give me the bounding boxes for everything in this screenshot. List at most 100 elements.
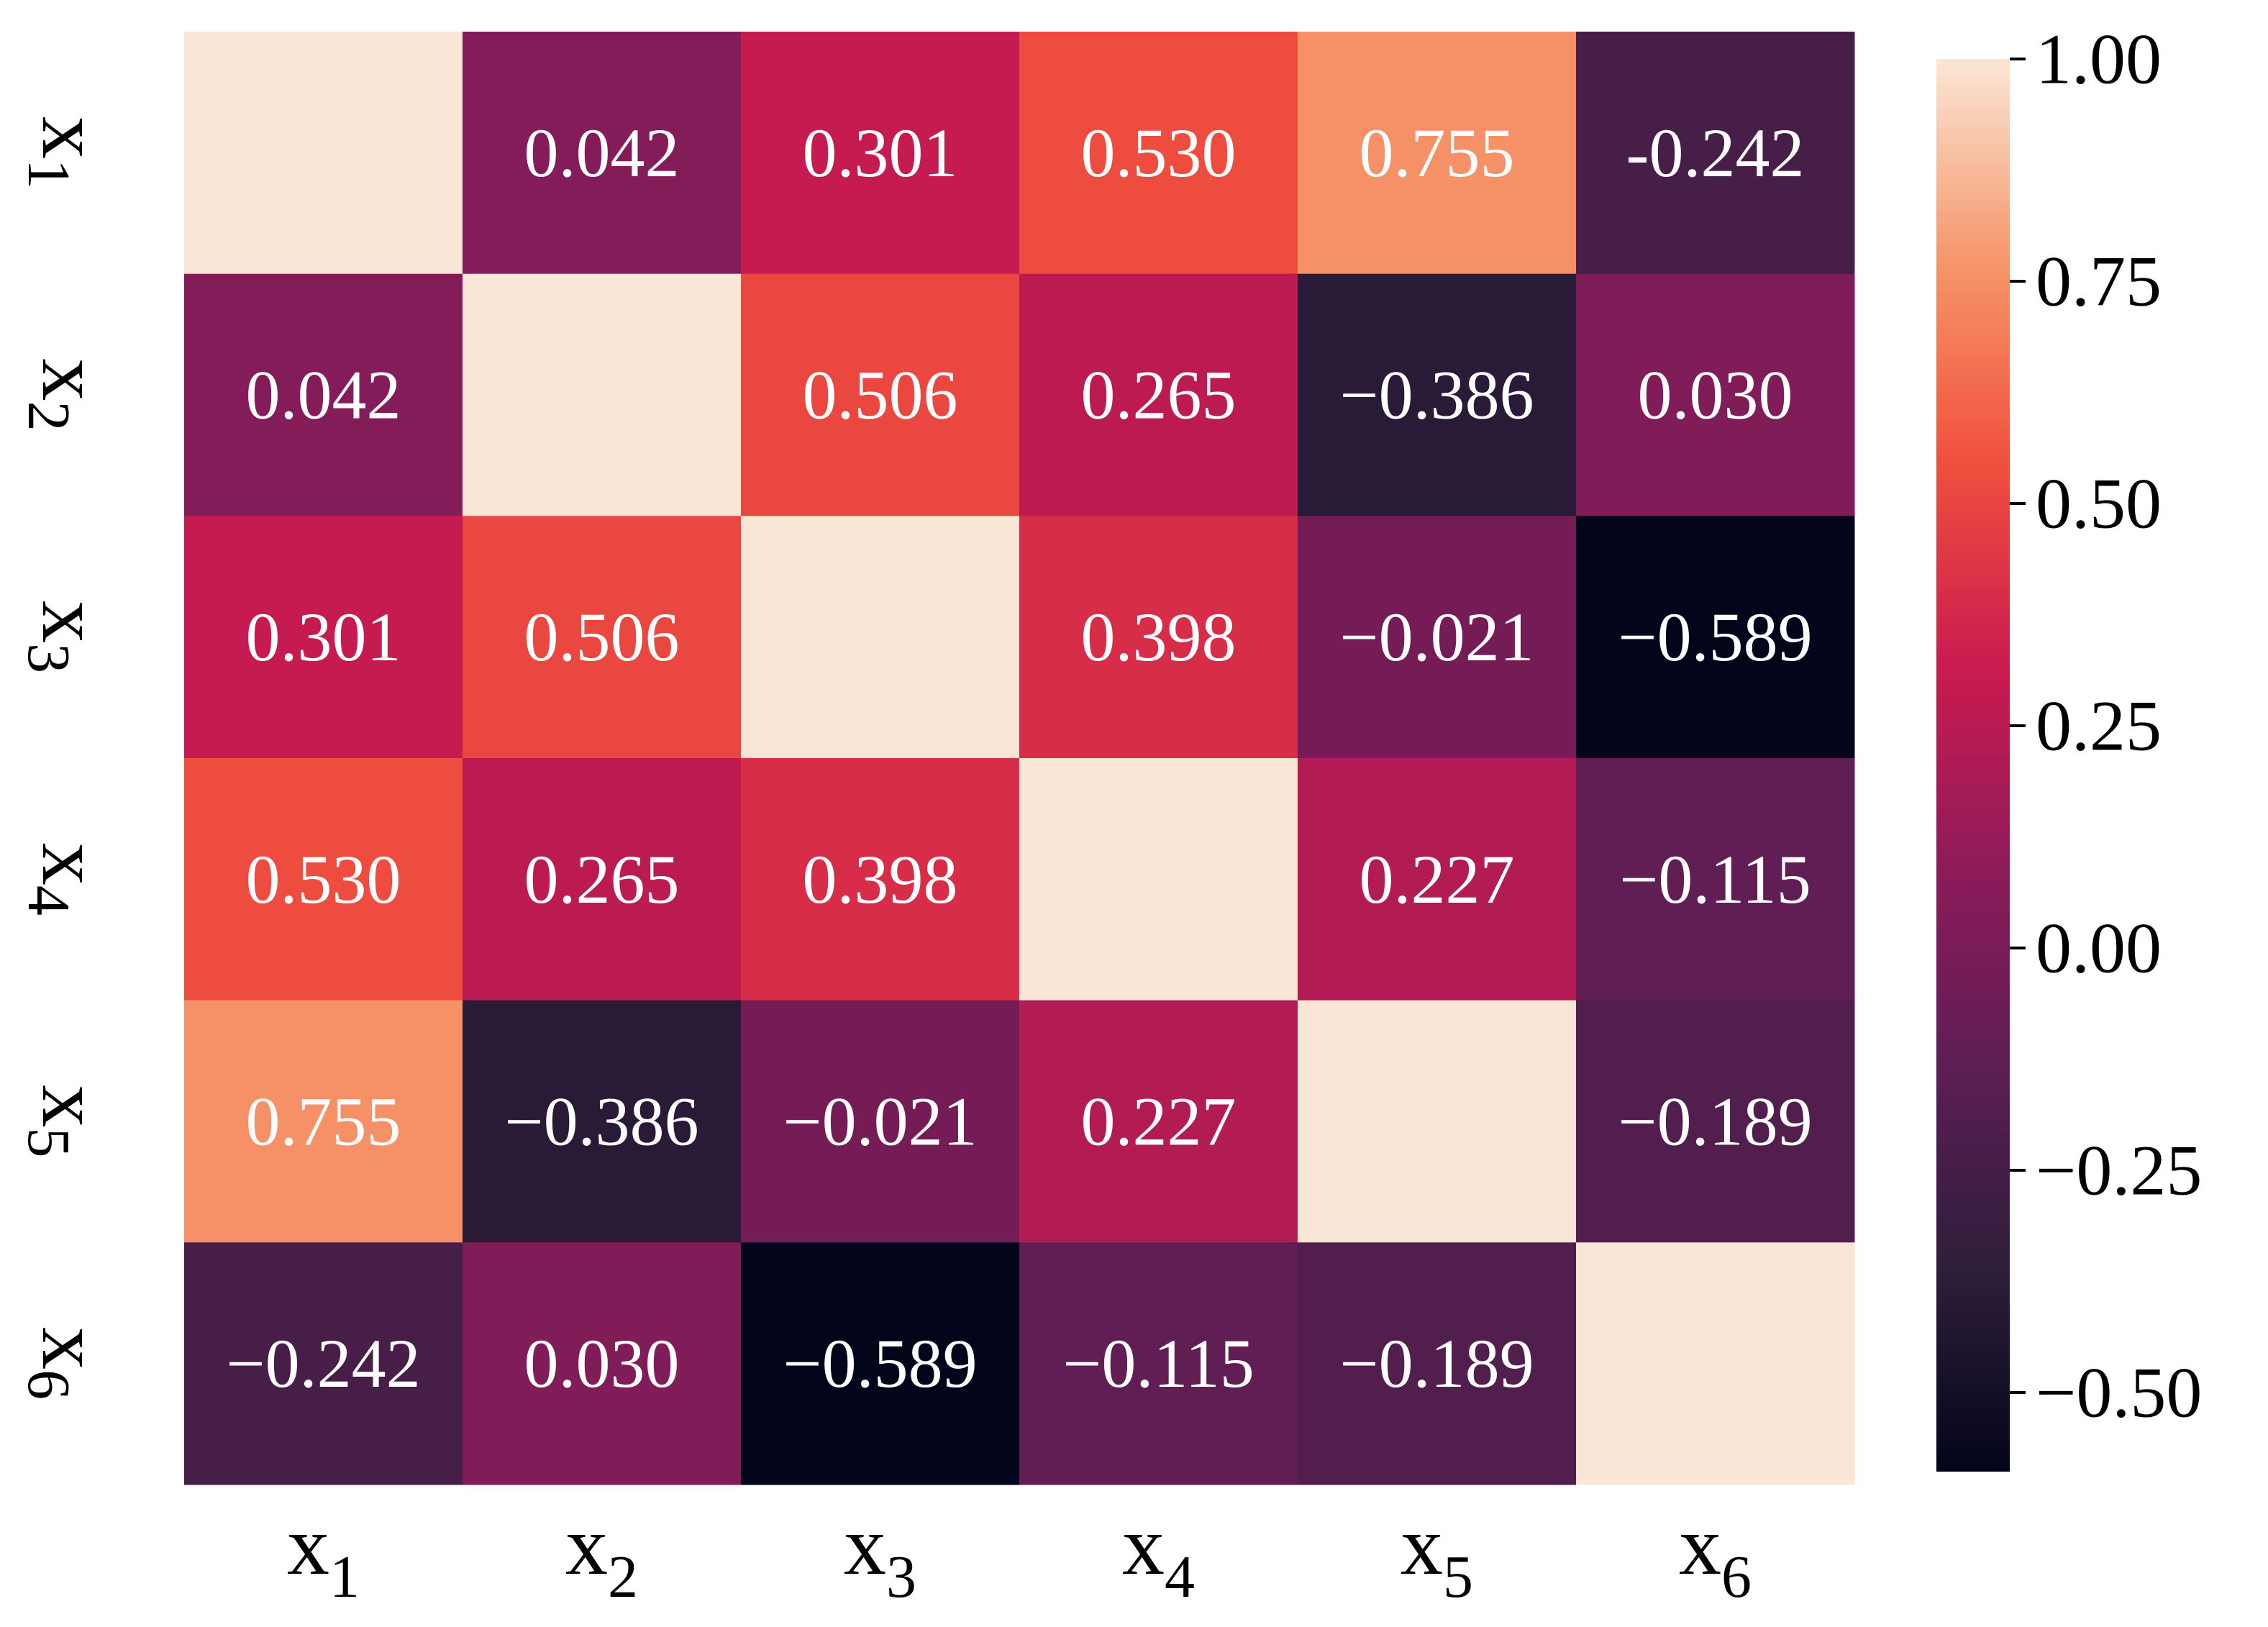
heatmap-cell-r3-c1	[184, 516, 463, 759]
cell-value-label: 0.265	[524, 841, 680, 918]
x-tick-label: x1	[287, 1498, 360, 1610]
heatmap-cell-r1-c2	[463, 32, 742, 275]
cell-value-label: −0.021	[783, 1083, 977, 1160]
x-axis-tick-labels: x1 x2 x3 x4 x5 x6	[287, 1498, 1752, 1610]
y-tick-subscript: 6	[16, 1369, 83, 1400]
heatmap-cell-r5-c5	[1298, 1000, 1577, 1243]
cell-value-label: −0.189	[1339, 1325, 1534, 1402]
x-tick-subscript: 6	[1721, 1544, 1752, 1610]
colorbar-tick-label: −0.50	[2036, 1352, 2202, 1432]
x-tick-base: x	[1401, 1498, 1443, 1592]
y-tick-base: x	[25, 359, 119, 401]
y-tick-label: x4	[16, 843, 119, 916]
cell-value-label: 0.755	[1360, 114, 1515, 191]
heatmap-cell-r2-c6	[1576, 273, 1855, 516]
heatmap-cell-r6-c5	[1298, 1242, 1577, 1485]
heatmap-cell-r6-c2	[463, 1242, 742, 1485]
heatmap-cell-r1-c4	[1019, 32, 1298, 275]
y-tick-subscript: 3	[16, 643, 83, 673]
heatmap-cell-r4-c3	[741, 758, 1020, 1001]
x-tick-label: x6	[1679, 1498, 1752, 1610]
cell-value-label: −0.589	[783, 1325, 977, 1402]
heatmap-cell-r4-c2	[463, 758, 742, 1001]
cell-value-label: 0.030	[524, 1325, 680, 1402]
heatmap-cell-r5-c4	[1019, 1000, 1298, 1243]
cell-value-label: −0.242	[226, 1325, 420, 1402]
y-tick-base: x	[25, 843, 119, 885]
cell-value-label: 0.530	[246, 841, 401, 918]
heatmap-cell-r1-c1	[184, 32, 463, 275]
heatmap-cell-r5-c2	[463, 1000, 742, 1243]
cell-value-label: -0.242	[1626, 114, 1805, 191]
heatmap-cell-r4-c4	[1019, 758, 1298, 1001]
heatmap-cell-labels: 0.042 0.301 0.530 0.755 -0.242 0.042 0.506 0.26…	[226, 114, 1812, 1402]
heatmap-cells	[184, 32, 1855, 1485]
colorbar-tick-label: 0.75	[2036, 241, 2162, 321]
cell-value-label: 0.042	[246, 357, 401, 434]
y-tick-base: x	[25, 1085, 119, 1128]
x-tick-base: x	[844, 1498, 886, 1592]
heatmap-cell-r2-c2	[463, 273, 742, 516]
heatmap-cell-r3-c4	[1019, 516, 1298, 759]
heatmap-cell-r4-c6	[1576, 758, 1855, 1001]
cell-value-label: −0.386	[1339, 357, 1534, 434]
heatmap-cell-r3-c2	[463, 516, 742, 759]
cell-value-label: 0.042	[524, 114, 680, 191]
cell-value-label: −0.115	[1062, 1325, 1254, 1402]
colorbar-gradient	[1936, 59, 2010, 1472]
y-tick-label: x5	[16, 1085, 119, 1158]
cell-value-label: 0.227	[1360, 841, 1515, 918]
heatmap-cell-r5-c6	[1576, 1000, 1855, 1243]
heatmap-cell-r4-c5	[1298, 758, 1577, 1001]
cell-value-label: 0.398	[1081, 598, 1237, 675]
cell-value-label: −0.021	[1339, 598, 1534, 675]
heatmap-cell-r5-c1	[184, 1000, 463, 1243]
x-tick-base: x	[565, 1498, 608, 1592]
cell-value-label: −0.589	[1618, 598, 1812, 675]
cell-value-label: 0.506	[803, 357, 958, 434]
cell-value-label: 0.265	[1081, 357, 1237, 434]
heatmap-cell-r1-c6	[1576, 32, 1855, 275]
heatmap-cell-r1-c5	[1298, 32, 1577, 275]
cell-value-label: −0.189	[1618, 1083, 1812, 1160]
heatmap-cell-r4-c1	[184, 758, 463, 1001]
y-tick-base: x	[25, 117, 119, 159]
x-tick-subscript: 1	[329, 1544, 360, 1610]
cell-value-label: 0.506	[524, 598, 680, 675]
x-tick-label: x5	[1401, 1498, 1473, 1610]
x-tick-base: x	[287, 1498, 329, 1592]
y-tick-subscript: 4	[16, 885, 83, 916]
cell-value-label: −0.115	[1619, 841, 1811, 918]
y-tick-subscript: 1	[16, 159, 83, 189]
heatmap-cell-r1-c3	[741, 32, 1020, 275]
heatmap-cell-r6-c4	[1019, 1242, 1298, 1485]
heatmap-cell-r6-c1	[184, 1242, 463, 1485]
colorbar-tick-label: 0.00	[2036, 908, 2162, 988]
y-tick-subscript: 2	[16, 401, 83, 432]
colorbar-tick-label: 0.50	[2036, 463, 2162, 543]
x-tick-base: x	[1679, 1498, 1721, 1592]
heatmap-cell-r2-c5	[1298, 273, 1577, 516]
x-tick-subscript: 3	[886, 1544, 916, 1610]
heatmap-cell-r2-c4	[1019, 273, 1298, 516]
colorbar-tick-label: −0.25	[2036, 1130, 2202, 1210]
cell-value-label: 0.530	[1081, 114, 1237, 191]
cell-value-label: 0.227	[1081, 1083, 1237, 1160]
colorbar-tick-label: 1.00	[2036, 19, 2162, 99]
cell-value-label: −0.386	[504, 1083, 698, 1160]
x-tick-subscript: 4	[1165, 1544, 1195, 1610]
x-tick-label: x4	[1122, 1498, 1195, 1610]
x-tick-subscript: 2	[608, 1544, 638, 1610]
cell-value-label: 0.030	[1638, 357, 1793, 434]
heatmap-cell-r5-c3	[741, 1000, 1020, 1243]
y-tick-base: x	[25, 1327, 119, 1369]
heatmap-cell-r6-c6	[1576, 1242, 1855, 1485]
heatmap-cell-r3-c5	[1298, 516, 1577, 759]
heatmap-cell-r6-c3	[741, 1242, 1020, 1485]
heatmap-cell-r2-c3	[741, 273, 1020, 516]
y-tick-label: x1	[16, 117, 119, 189]
x-tick-label: x3	[844, 1498, 916, 1610]
cell-value-label: 0.301	[803, 114, 958, 191]
